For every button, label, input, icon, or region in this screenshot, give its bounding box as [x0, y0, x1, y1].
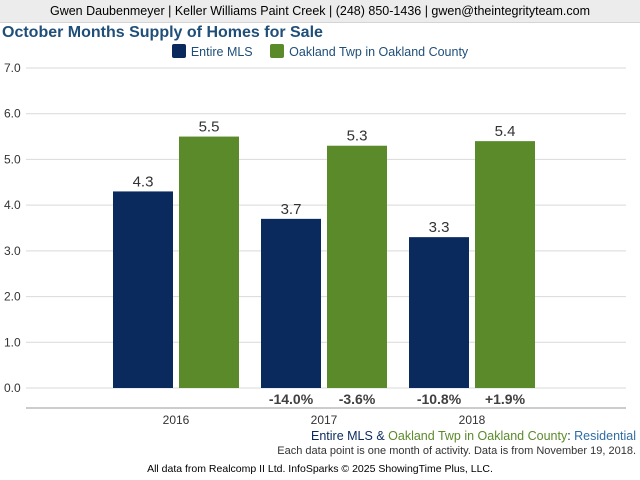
- x-tick-label: 2018: [459, 413, 486, 427]
- x-tick-label: 2016: [163, 413, 190, 427]
- bar-change-label: -10.8%: [417, 391, 462, 407]
- legend-label-oakland-twp: Oakland Twp in Oakland County: [289, 45, 469, 59]
- legend-swatch-oakland-twp: [270, 44, 285, 58]
- agent-contact-bar: Gwen Daubenmeyer | Keller Williams Paint…: [0, 0, 640, 23]
- chart-title: October Months Supply of Homes for Sale: [2, 24, 323, 41]
- bar-value-label: 5.4: [495, 123, 516, 140]
- legend-item-oakland-twp[interactable]: Oakland Twp in Oakland County: [270, 44, 468, 59]
- chart-legend: Entire MLS Oakland Twp in Oakland County: [0, 44, 640, 59]
- footer-data-note: Each data point is one month of activity…: [277, 445, 636, 457]
- y-tick-label: 6.0: [4, 107, 21, 121]
- footer-series-a: Entire MLS: [311, 429, 373, 443]
- footer-series-description: Entire MLS & Oakland Twp in Oakland Coun…: [311, 429, 636, 443]
- legend-label-entire-mls: Entire MLS: [190, 45, 253, 59]
- bar-value-label: 5.5: [199, 119, 220, 136]
- bar: [261, 218, 321, 388]
- legend-swatch-entire-mls: [171, 44, 186, 58]
- x-tick-label: 2017: [311, 413, 338, 427]
- footer-property-type: Residential: [574, 429, 636, 443]
- y-tick-label: 2.0: [4, 290, 21, 304]
- y-tick-label: 0.0: [4, 381, 21, 395]
- bar: [475, 141, 535, 388]
- bar-value-label: 4.3: [133, 173, 154, 190]
- bar: [179, 136, 239, 388]
- footer-credit: All data from Realcomp II Ltd. InfoSpark…: [147, 463, 493, 475]
- bar-value-label: 3.7: [281, 201, 302, 218]
- y-tick-label: 5.0: [4, 152, 21, 166]
- y-tick-label: 3.0: [4, 244, 21, 258]
- y-tick-label: 7.0: [4, 61, 21, 75]
- y-tick-label: 4.0: [4, 198, 21, 212]
- footer-colon: :: [567, 429, 575, 443]
- bar-change-label: -14.0%: [269, 391, 314, 407]
- bar: [113, 191, 173, 388]
- bar-value-label: 5.3: [347, 128, 368, 145]
- y-tick-label: 1.0: [4, 335, 21, 349]
- bar-change-label: -3.6%: [339, 391, 376, 407]
- footer-ampersand: &: [372, 429, 389, 443]
- bar-change-label: +1.9%: [485, 391, 526, 407]
- footer-series-b: Oakland Twp in Oakland County: [388, 429, 568, 443]
- bar-chart: 0.0 1.0 2.0 3.0 4.0 5.0 6.0 7.0 4.3 5.5 2016 3.7 -14…: [4, 61, 626, 427]
- bar-value-label: 3.3: [429, 219, 450, 236]
- legend-item-entire-mls[interactable]: Entire MLS: [171, 44, 253, 59]
- bar: [327, 145, 387, 388]
- bar: [409, 237, 469, 388]
